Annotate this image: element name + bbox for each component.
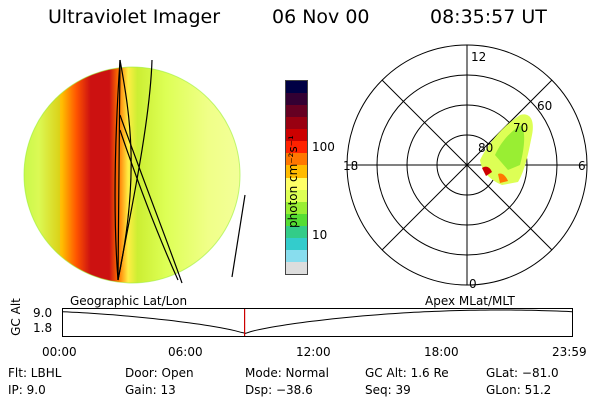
colorbar-tick-10: 10 <box>312 228 328 242</box>
info-mode: Mode: Normal <box>245 366 329 380</box>
info-gain: Gain: 13 <box>125 383 176 397</box>
timeline-plot <box>62 308 573 337</box>
geographic-grid-lines <box>114 59 246 284</box>
timeline-ylabel: GC Alt <box>9 298 23 336</box>
polar-plot: 12 18 6 0 60 70 80 <box>343 44 588 291</box>
colorbar-segment <box>286 201 307 214</box>
colorbar <box>285 80 308 275</box>
timeline-y-bottom: 1.8 <box>33 321 53 335</box>
colorbar-segment <box>286 213 307 226</box>
colorbar-segment <box>286 237 307 250</box>
colorbar-segment <box>286 249 307 262</box>
colorbar-segment <box>286 165 307 178</box>
info-ip: IP: 9.0 <box>8 383 46 397</box>
timeline-tick-1200: 12:00 <box>296 345 331 359</box>
colorbar-segment <box>286 93 307 106</box>
colorbar-tick-100: 100 <box>312 140 335 154</box>
colorbar-unit-label: photon cm⁻²s⁻¹ <box>286 135 300 228</box>
mlt-label-6: 6 <box>578 159 586 173</box>
info-seq: Seq: 39 <box>365 383 411 397</box>
lat-label-70: 70 <box>513 121 528 135</box>
colorbar-segment <box>286 105 307 118</box>
geographic-image <box>23 59 246 284</box>
timeline-tick-0600: 06:00 <box>168 345 203 359</box>
info-glat: GLat: −81.0 <box>486 366 559 380</box>
auroral-patch <box>480 114 533 185</box>
timeline-tick-1800: 18:00 <box>424 345 459 359</box>
colorbar-segment <box>286 129 307 142</box>
colorbar-segment <box>286 153 307 166</box>
geographic-label: Geographic Lat/Lon <box>70 294 188 308</box>
altitude-curve <box>62 309 573 334</box>
lat-label-60: 60 <box>537 99 552 113</box>
colorbar-segment <box>286 225 307 238</box>
mlt-label-12: 12 <box>471 50 486 64</box>
globe-disk <box>24 67 240 283</box>
colorbar-segment <box>286 261 307 274</box>
info-dsp: Dsp: −38.6 <box>245 383 313 397</box>
colorbar-segment <box>286 189 307 202</box>
apex-label: Apex MLat/MLT <box>425 294 515 308</box>
colorbar-segment <box>286 141 307 154</box>
info-filter: Flt: LBHL <box>8 366 62 380</box>
timeline-y-top: 9.0 <box>33 306 53 320</box>
info-glon: GLon: 51.2 <box>486 383 552 397</box>
timeline-tick-2359: 23:59 <box>552 345 587 359</box>
colorbar-segment <box>286 177 307 190</box>
mlt-label-0: 0 <box>469 277 477 291</box>
date-label: 06 Nov 00 <box>272 6 370 28</box>
info-gc-alt: GC Alt: 1.6 Re <box>365 366 449 380</box>
time-label: 08:35:57 UT <box>430 6 547 28</box>
mlt-label-18: 18 <box>343 159 358 173</box>
colorbar-segment <box>286 117 307 130</box>
instrument-title: Ultraviolet Imager <box>48 6 221 28</box>
lat-label-80: 80 <box>478 141 493 155</box>
info-door: Door: Open <box>125 366 194 380</box>
timeline-tick-0000: 00:00 <box>42 345 77 359</box>
colorbar-segment <box>286 81 307 94</box>
